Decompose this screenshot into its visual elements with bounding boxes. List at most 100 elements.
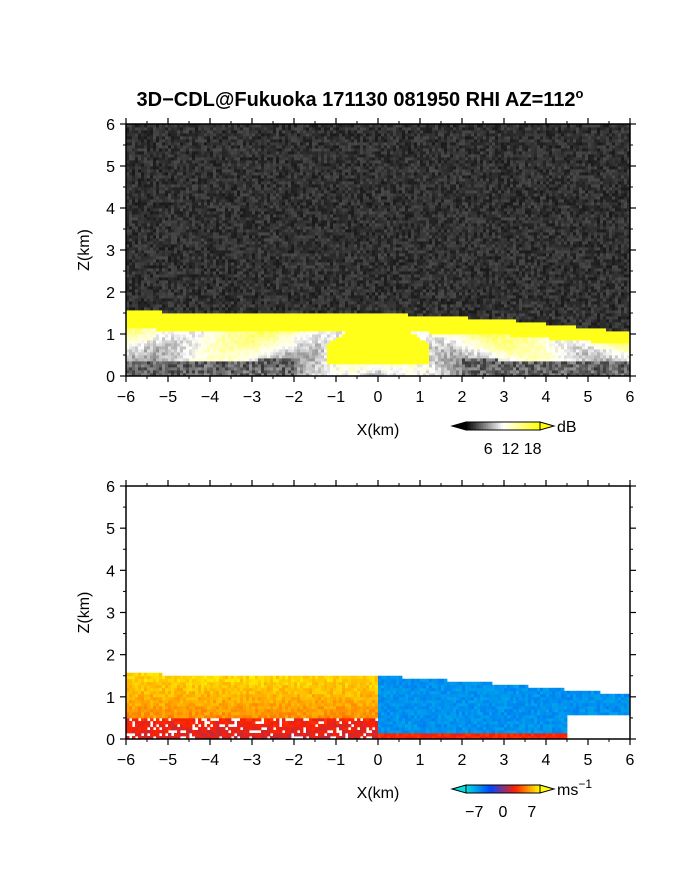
velocity-panel: −6 −5 −4 −3 −2 −1 0 1 2 3 4 5 6 X(km) 0 1 2 3 4 5 6 Z(km) −7 0 7… (76, 479, 636, 821)
x-tick-label: 0 (374, 752, 383, 769)
colorbar-tick-label: 12 (502, 441, 520, 458)
colorbar-segment (473, 422, 477, 430)
colorbar-segment (478, 422, 482, 430)
colorbar-segment (537, 422, 541, 430)
colorbar-segment (512, 422, 516, 430)
colorbar-segment (530, 422, 533, 430)
x-tick-label: 2 (458, 389, 467, 406)
colorbar-segment (500, 422, 504, 430)
colorbar-segment (485, 785, 489, 793)
y-tick-label: 0 (106, 369, 115, 386)
y-tick-label: 3 (106, 606, 115, 623)
y-tick-label: 5 (106, 521, 115, 538)
colorbar-segment (490, 422, 494, 430)
x-tick-label: −4 (201, 389, 219, 406)
x-tick-label: −4 (201, 752, 219, 769)
colorbar-low-arrow (450, 784, 467, 794)
colorbar-tick-label: 6 (484, 441, 493, 458)
x-tick-label: −2 (285, 389, 303, 406)
x-tick-label: 5 (584, 389, 593, 406)
colorbar-segment (515, 785, 519, 793)
colorbar-segment (505, 785, 509, 793)
colorbar-segment (483, 422, 487, 430)
colorbar-segment (488, 785, 491, 793)
y-tick-label: 3 (106, 243, 115, 260)
y-tick-label: 4 (106, 563, 115, 580)
x-tick-label: 0 (374, 389, 383, 406)
colorbar-segment (537, 785, 541, 793)
colorbar-segment (525, 422, 528, 430)
x-tick-label: 4 (542, 389, 551, 406)
colorbar-segment (535, 422, 538, 430)
colorbar-segment (470, 422, 474, 430)
colorbar-segment (470, 785, 474, 793)
colorbar-segment (466, 422, 469, 430)
colorbar-segment (478, 785, 482, 793)
x-tick-label: 3 (500, 752, 509, 769)
colorbar-segment (498, 422, 501, 430)
colorbar: −7 0 7 ms−1 (450, 777, 592, 821)
colorbar-segment (520, 422, 524, 430)
y-tick-label: 1 (106, 327, 115, 344)
colorbar-unit: dB (557, 419, 577, 436)
colorbar-tick-label: 7 (527, 804, 536, 821)
x-tick-label: 6 (626, 389, 635, 406)
colorbar-segment (493, 785, 496, 793)
colorbar-frame (465, 784, 541, 794)
y-axis-label: Z(km) (76, 592, 93, 634)
colorbar-segment (498, 785, 501, 793)
x-tick-label: 1 (416, 752, 425, 769)
colorbar-segment (503, 785, 506, 793)
x-tick-label: −1 (327, 752, 345, 769)
y-tick-label: 4 (106, 201, 115, 218)
x-tick-label: 6 (626, 752, 635, 769)
colorbar-unit: ms−1 (557, 777, 592, 799)
colorbar-segment (480, 422, 484, 430)
x-axis-label: X(km) (357, 785, 400, 802)
x-axis: −6 −5 −4 −3 −2 −1 0 1 2 3 4 5 6 (117, 118, 635, 406)
colorbar-segment (468, 422, 472, 430)
colorbar-segment (488, 422, 491, 430)
figure-title: 3D−CDL@Fukuoka 171130 081950 RHI AZ=112o (137, 86, 584, 111)
colorbar-high-arrow (539, 421, 556, 431)
x-axis: −6 −5 −4 −3 −2 −1 0 1 2 3 4 5 6 (117, 480, 635, 769)
colorbar-segment (466, 785, 469, 793)
colorbar-segment (515, 422, 519, 430)
colorbar-segment (525, 785, 528, 793)
colorbar-segment (507, 422, 511, 430)
colorbar-segment (510, 785, 514, 793)
x-tick-label: −3 (243, 752, 261, 769)
colorbar-segment (505, 422, 509, 430)
colorbar-segment (468, 785, 472, 793)
colorbar-segment (517, 422, 521, 430)
x-tick-label: 4 (542, 752, 551, 769)
x-tick-label: −3 (243, 389, 261, 406)
y-axis-label: Z(km) (76, 229, 93, 271)
x-tick-label: −5 (159, 389, 177, 406)
colorbar-frame (465, 421, 541, 431)
y-tick-label: 1 (106, 690, 115, 707)
colorbar-tick-label: 0 (499, 804, 508, 821)
colorbar-segment (475, 422, 479, 430)
colorbar-tick-label: 18 (524, 441, 542, 458)
colorbar-tick-label: −7 (465, 804, 483, 821)
heatmap-field (126, 124, 631, 377)
x-tick-label: 2 (458, 752, 467, 769)
colorbar-segment (512, 785, 516, 793)
x-tick-label: 1 (416, 389, 425, 406)
colorbar-segment (503, 422, 506, 430)
colorbar-segment (530, 785, 533, 793)
colorbar-segment (483, 785, 487, 793)
colorbar-segment (495, 785, 499, 793)
x-tick-label: −6 (117, 389, 135, 406)
x-tick-label: −5 (159, 752, 177, 769)
colorbar-segment (517, 785, 521, 793)
colorbar-segment (480, 785, 484, 793)
x-tick-label: 3 (500, 389, 509, 406)
colorbar-segment (527, 422, 531, 430)
x-axis-label: X(km) (357, 422, 400, 439)
colorbar-segment (475, 785, 479, 793)
colorbar-segment (507, 785, 511, 793)
